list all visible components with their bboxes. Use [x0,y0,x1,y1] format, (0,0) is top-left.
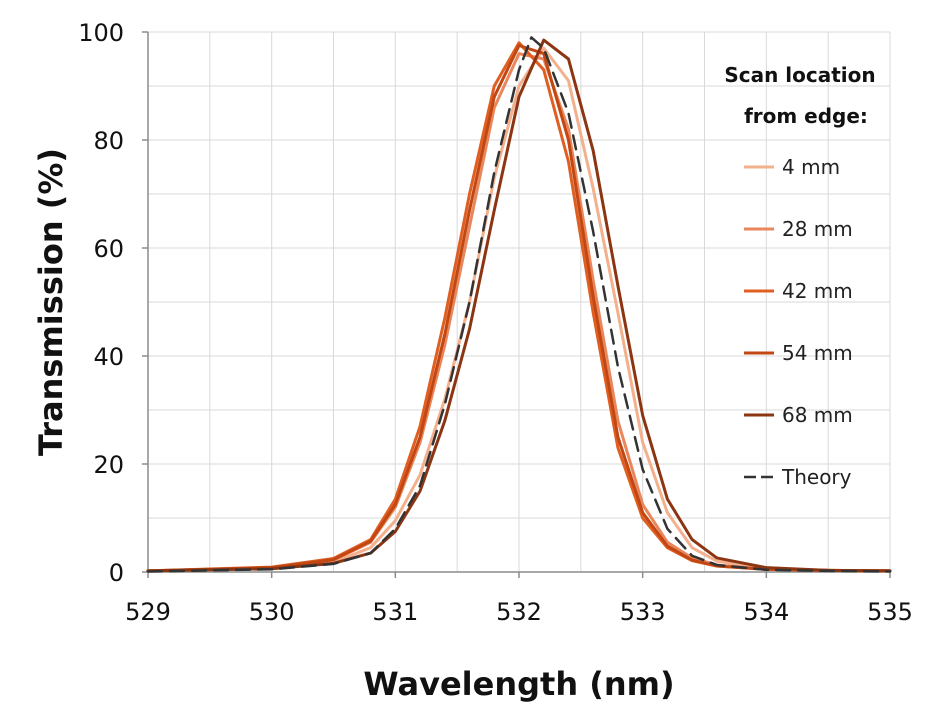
series-line-54-mm [146,44,892,573]
x-tick-label: 531 [372,598,418,626]
series-line-4-mm [146,46,892,573]
x-tick-label: 535 [867,598,913,626]
y-tick-label: 20 [93,451,124,479]
y-tick-label: 100 [78,19,124,47]
x-axis-title: Wavelength (nm) [363,665,674,703]
legend: Scan location from edge: 4 mm 28 mm 42 mm 54 … [724,63,875,489]
axes: 529 530 531 532 533 534 535 0 20 40 60 80 100 [78,19,913,626]
legend-label: Theory [781,465,852,489]
x-tick-label: 530 [249,598,295,626]
y-tick-label: 40 [93,343,124,371]
y-tick-label: 80 [93,127,124,155]
legend-label: 42 mm [782,279,853,303]
y-tick-label: 0 [109,559,124,587]
x-tick-label: 534 [743,598,789,626]
legend-label: 28 mm [782,217,853,241]
legend-label: 54 mm [782,341,853,365]
y-tick-label: 60 [93,235,124,263]
legend-title: Scan location [724,63,875,87]
y-axis-title: Transmission (%) [32,148,70,456]
series-line-68-mm [146,38,892,573]
series-line-theory [146,36,892,573]
x-tick-label: 532 [496,598,542,626]
legend-label: 68 mm [782,403,853,427]
x-tick-label: 529 [125,598,171,626]
x-tick-label: 533 [620,598,666,626]
series-lines [146,36,892,573]
legend-title: from edge: [744,104,868,128]
legend-label: 4 mm [782,155,840,179]
